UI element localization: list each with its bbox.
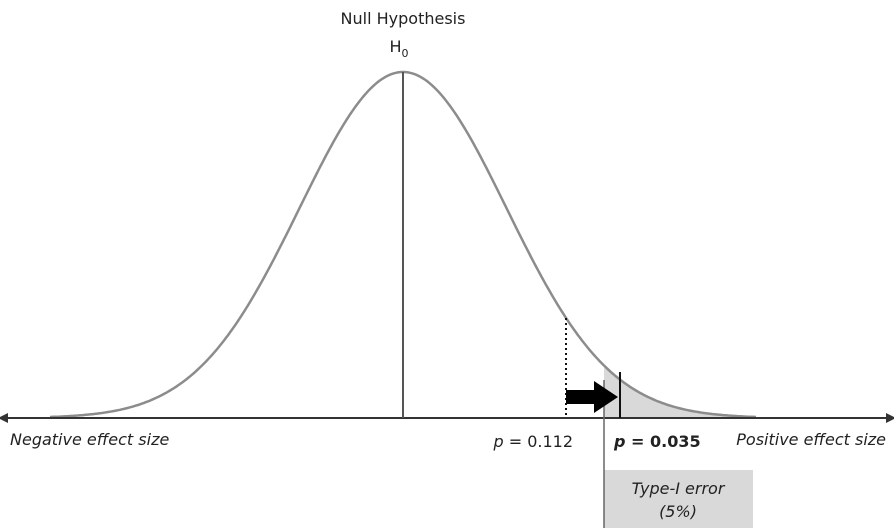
region-box: [604, 470, 753, 528]
p-symbol: p: [613, 432, 625, 451]
right-label: Positive effect size: [736, 430, 886, 449]
h0: H0: [389, 37, 408, 60]
h-symbol: H: [389, 37, 401, 56]
p-value: = 0.035: [625, 432, 700, 451]
p-value: = 0.112: [504, 432, 573, 451]
region-label: Type-I error: [632, 479, 726, 498]
left-label: Negative effect size: [10, 430, 169, 449]
h-subscript: 0: [402, 47, 409, 60]
title: Null Hypothesis: [341, 9, 466, 28]
shaded-tail: [604, 365, 756, 418]
p-label-2: p = 0.035: [613, 432, 701, 451]
shift-arrow: [566, 381, 618, 413]
p-symbol: p: [492, 432, 503, 451]
p-label-1: p = 0.112: [492, 432, 573, 451]
region-percent: (5%): [659, 502, 697, 521]
